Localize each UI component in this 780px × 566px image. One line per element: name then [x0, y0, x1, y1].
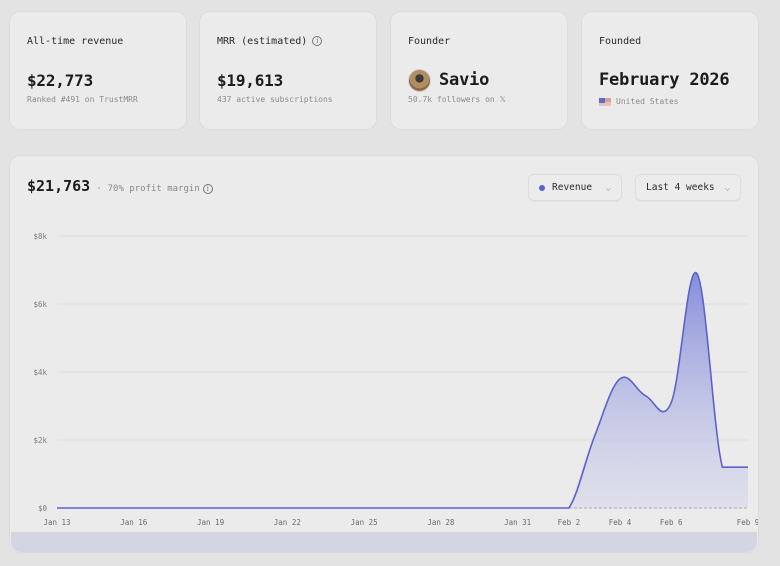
separator: ·	[96, 184, 102, 194]
stat-label: Founder	[408, 35, 451, 47]
chart-total: $21,763	[27, 177, 91, 195]
stat-card-founder: Founder Savio 50.7k followers on 𝕏	[391, 12, 567, 129]
stat-value: $19,613	[217, 70, 284, 90]
chevron-down-icon: ⌄	[605, 183, 612, 192]
profit-margin: 70% profit margin i	[108, 184, 213, 194]
y-tick-label: $2k	[33, 436, 47, 445]
founder-row[interactable]: Savio	[408, 68, 550, 92]
x-tick-label: Jan 13	[43, 518, 70, 527]
x-tick-label: Jan 28	[427, 518, 455, 527]
info-icon[interactable]: i	[202, 184, 213, 194]
rank-link[interactable]: Ranked #491 on TrustMRR	[27, 95, 138, 104]
revenue-line	[56, 272, 748, 509]
range-dropdown-label: Last 4 weeks	[646, 182, 715, 193]
info-icon[interactable]: i	[312, 36, 323, 46]
range-dropdown[interactable]: Last 4 weeks ⌄	[635, 174, 741, 201]
grid-lines	[57, 235, 748, 441]
stat-value: February 2026	[599, 70, 730, 90]
revenue-dot-icon	[539, 184, 545, 191]
stat-label: All-time revenue	[27, 35, 124, 47]
x-tick-label: Feb 2	[558, 518, 581, 527]
x-tick-label: Jan 22	[274, 518, 301, 527]
stat-card-mrr: MRR (estimated) i $19,613 437 active sub…	[200, 12, 376, 129]
followers-link[interactable]: 50.7k followers on 𝕏	[408, 95, 506, 104]
stat-card-founded: Founded February 2026 United States	[582, 12, 758, 129]
y-tick-label: $4k	[33, 368, 47, 377]
stat-sub: 437 active subscriptions	[217, 95, 333, 104]
stat-label-row: MRR (estimated) i	[217, 34, 359, 48]
founder-avatar[interactable]	[408, 68, 431, 92]
country-name: United States	[616, 97, 679, 106]
x-tick-label: Jan 31	[504, 518, 531, 527]
x-axis-labels: Jan 13 Jan 16 Jan 19 Jan 22 Jan 25 Jan 28 Jan …	[43, 518, 758, 527]
x-tick-label: Feb 9	[737, 518, 758, 527]
chart-header: $21,763 · 70% profit margin i	[27, 177, 213, 195]
metric-dropdown[interactable]: Revenue ⌄	[528, 174, 622, 201]
founder-name[interactable]: Savio	[439, 70, 490, 90]
stat-value: $22,773	[27, 70, 94, 90]
x-tick-label: Feb 4	[609, 518, 632, 527]
stat-label: MRR (estimated)	[217, 35, 308, 47]
stat-label: Founded	[599, 35, 642, 47]
revenue-area	[568, 272, 748, 508]
y-axis-labels: $0 $2k $4k $6k $8k	[33, 232, 47, 513]
y-tick-label: $8k	[33, 232, 47, 241]
revenue-area-chart[interactable]: $0$2k$4k$6k$8k Jan 13 Jan 16 Jan 19 Jan 22 J…	[10, 156, 758, 552]
x-tick-label: Jan 25	[351, 518, 378, 527]
country-row: United States	[599, 97, 741, 106]
profit-margin-text: 70% profit margin	[107, 184, 200, 194]
stat-card-all-time-revenue: All-time revenue $22,773 Ranked #491 on …	[10, 12, 186, 129]
revenue-chart-card: $21,763 · 70% profit margin i Revenue ⌄ …	[10, 156, 758, 552]
us-flag-icon	[599, 97, 611, 106]
x-tick-label: Jan 16	[120, 518, 148, 527]
x-tick-label: Feb 6	[660, 518, 683, 527]
x-tick-label: Jan 19	[197, 518, 224, 527]
chart-brush-scrollbar[interactable]	[11, 532, 757, 552]
metric-dropdown-label: Revenue	[552, 182, 593, 193]
chevron-down-icon: ⌄	[724, 183, 731, 192]
y-tick-label: $6k	[33, 300, 47, 309]
y-tick-label: $0	[38, 504, 48, 513]
